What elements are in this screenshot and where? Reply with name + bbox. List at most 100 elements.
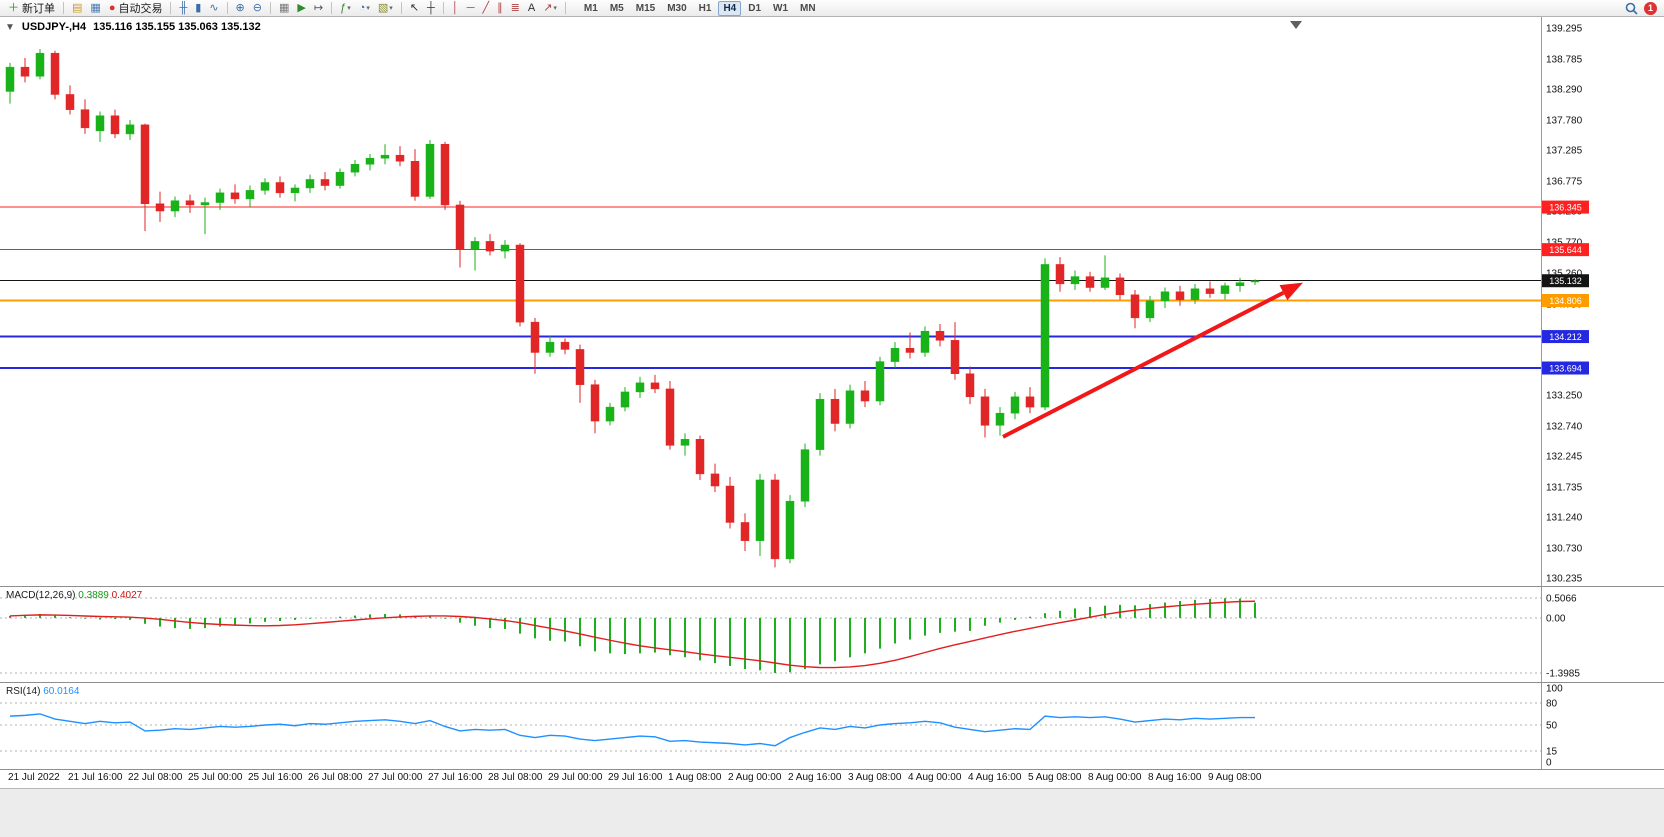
cursor-button[interactable]: ↖	[407, 1, 422, 16]
price-badge	[1542, 274, 1589, 288]
time-label: 29 Jul 16:00	[608, 772, 663, 783]
candlestick-button[interactable]: ▮	[192, 1, 204, 16]
timeframe-m5[interactable]: M5	[609, 2, 624, 14]
bar-chart-button[interactable]: ╫	[176, 1, 190, 16]
time-label: 25 Jul 16:00	[248, 772, 303, 783]
chart-shift-marker-icon[interactable]	[1290, 21, 1302, 29]
rsi-panel[interactable]: 100 80 50 15 0 RSI(14) 60.0164	[0, 682, 1664, 769]
time-axis[interactable]: 21 Jul 2022 21 Jul 16:00 22 Jul 08:00 25 Ju…	[0, 769, 1664, 788]
svg-text:0.5066: 0.5066	[1546, 593, 1577, 604]
arrows-button[interactable]: ↗ ▾	[540, 1, 560, 16]
toolbar-separator	[442, 2, 444, 14]
tile-windows-button[interactable]: ▦	[276, 1, 292, 16]
price-badge	[1542, 200, 1589, 214]
price-badge	[1542, 294, 1589, 308]
timeframe-group: M1 M5 M15 M30 H1 H4 D1 W1 MN	[578, 0, 822, 16]
indicators-button[interactable]: ƒ ▾	[337, 1, 354, 16]
line-chart-button[interactable]: ∿	[206, 1, 221, 16]
time-label: 2 Aug 16:00	[788, 772, 842, 783]
svg-text:50: 50	[1546, 721, 1558, 732]
charts-window-icon: ▤	[72, 1, 83, 14]
symbol-title: USDJPY-,H4	[21, 21, 87, 33]
trendline-button[interactable]: ╱	[480, 1, 493, 16]
price-badge	[1542, 361, 1589, 375]
svg-text:130.730: 130.730	[1546, 543, 1583, 554]
search-icon[interactable]	[1625, 2, 1638, 15]
zoom-in-button[interactable]: ⊕	[233, 1, 248, 16]
rsi-chart[interactable]: 100 80 50 150	[0, 682, 1664, 769]
indicators-icon: ƒ	[340, 1, 347, 14]
rsi-line	[9, 713, 1256, 747]
chart-shift-icon: ↦	[313, 1, 324, 14]
new-order-button[interactable]: ＋新订单	[5, 1, 58, 16]
macd-chart[interactable]: 0.5066 0.00 -1.3985	[0, 586, 1664, 682]
charts-window-icon[interactable]: ▤	[69, 1, 85, 16]
timeframe-mn[interactable]: MN	[800, 2, 816, 14]
horizontal-line-icon: ─	[466, 1, 475, 14]
chevron-down-icon: ▾	[347, 5, 351, 12]
main-chart-panel[interactable]: 139.295 138.785 138.290 137.780 137.285 136.7…	[0, 17, 1664, 586]
svg-text:135.132: 135.132	[1549, 276, 1582, 286]
ohlc-values: 135.116 135.155 135.063 135.132	[93, 21, 261, 33]
chevron-down-icon: ▾	[553, 5, 557, 12]
timeframe-m15[interactable]: M15	[635, 2, 656, 14]
autoscroll-button[interactable]: ▶	[294, 1, 308, 16]
timeframe-d1[interactable]: D1	[748, 2, 762, 14]
macd-label: MACD(12,26,9) 0.3889 0.4027	[6, 590, 142, 601]
trend-arrow[interactable]	[1002, 282, 1303, 439]
panel-separator[interactable]	[0, 586, 1664, 587]
cursor-icon: ↖	[409, 1, 420, 14]
crosshair-button[interactable]: ┼	[424, 1, 438, 16]
one-click-trading-arrow-icon[interactable]: ▼	[5, 21, 15, 33]
chart-shift-button[interactable]: ↦	[311, 1, 326, 16]
autotrade-icon: ●	[108, 1, 116, 14]
svg-text:15: 15	[1546, 746, 1558, 757]
arrow-object-icon: ↗	[543, 1, 553, 14]
notification-badge[interactable]: 1	[1644, 1, 1657, 15]
macd-panel[interactable]: 0.5066 0.00 -1.3985 MACD(12,26,9) 0.3889 0…	[0, 586, 1664, 682]
candlestick-chart[interactable]: 139.295 138.785 138.290 137.780 137.285 136.7…	[0, 17, 1664, 586]
tile-windows-icon: ▦	[278, 1, 290, 14]
rsi-value: 60.0164	[43, 686, 80, 697]
svg-text:133.250: 133.250	[1546, 390, 1583, 401]
periods-button[interactable]: ◔ ▾	[356, 1, 373, 16]
timeframe-w1[interactable]: W1	[773, 2, 789, 14]
templates-button[interactable]: ▧ ▾	[375, 1, 396, 16]
vertical-line-button[interactable]: │	[449, 1, 462, 16]
timeframe-m1[interactable]: M1	[583, 2, 598, 14]
time-label: 25 Jul 00:00	[188, 772, 243, 783]
time-label: 27 Jul 16:00	[428, 772, 483, 783]
toolbar-right: 1	[1625, 1, 1660, 15]
time-label: 9 Aug 08:00	[1208, 772, 1262, 783]
macd-signal-value: 0.4027	[111, 590, 143, 601]
svg-text:132.740: 132.740	[1546, 421, 1583, 432]
zoom-out-button[interactable]: ⊖	[250, 1, 265, 16]
horizontal-level-lines[interactable]	[0, 206, 1541, 370]
time-label: 29 Jul 00:00	[548, 772, 603, 783]
fibonacci-button[interactable]: ≣	[508, 1, 523, 16]
new-order-button-label: 新订单	[22, 3, 55, 15]
svg-text:132.245: 132.245	[1546, 451, 1583, 462]
panel-separator[interactable]	[0, 682, 1664, 683]
chevron-down-icon: ▾	[389, 5, 393, 12]
time-label: 1 Aug 08:00	[668, 772, 722, 783]
svg-text:137.285: 137.285	[1546, 146, 1583, 157]
svg-text:0.00: 0.00	[1546, 613, 1566, 624]
timeframe-h1[interactable]: H1	[698, 2, 712, 14]
svg-text:138.290: 138.290	[1546, 85, 1583, 96]
time-label: 28 Jul 08:00	[488, 772, 543, 783]
macd-signal-line	[9, 600, 1256, 669]
horizontal-line-button[interactable]: ─	[464, 1, 478, 16]
data-window-icon[interactable]: ▦	[87, 1, 103, 16]
toolbar-separator	[331, 2, 333, 14]
text-button[interactable]: A	[525, 1, 538, 16]
timeframe-h4[interactable]: H4	[718, 0, 742, 16]
autotrade-button[interactable]: ● 自动交易	[106, 1, 166, 16]
price-badge	[1542, 243, 1589, 257]
timeframe-m30[interactable]: M30	[667, 2, 687, 14]
channel-button[interactable]: ∥	[494, 1, 506, 16]
svg-text:137.780: 137.780	[1546, 115, 1583, 126]
line-chart-icon: ∿	[209, 1, 219, 14]
time-label: 4 Aug 16:00	[968, 772, 1022, 783]
